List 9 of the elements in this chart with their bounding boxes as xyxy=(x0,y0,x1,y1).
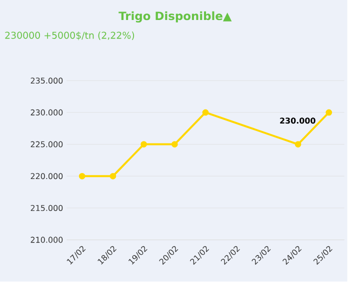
point xyxy=(140,141,147,148)
point xyxy=(202,109,209,116)
point xyxy=(171,141,178,148)
point xyxy=(110,173,116,180)
point xyxy=(326,109,332,116)
chart-title: Trigo Disponible▲ xyxy=(118,12,232,23)
point xyxy=(78,173,86,180)
point xyxy=(294,141,302,148)
chart-subtitle: 230000 +5000$/tn (2,22%) xyxy=(5,32,134,40)
